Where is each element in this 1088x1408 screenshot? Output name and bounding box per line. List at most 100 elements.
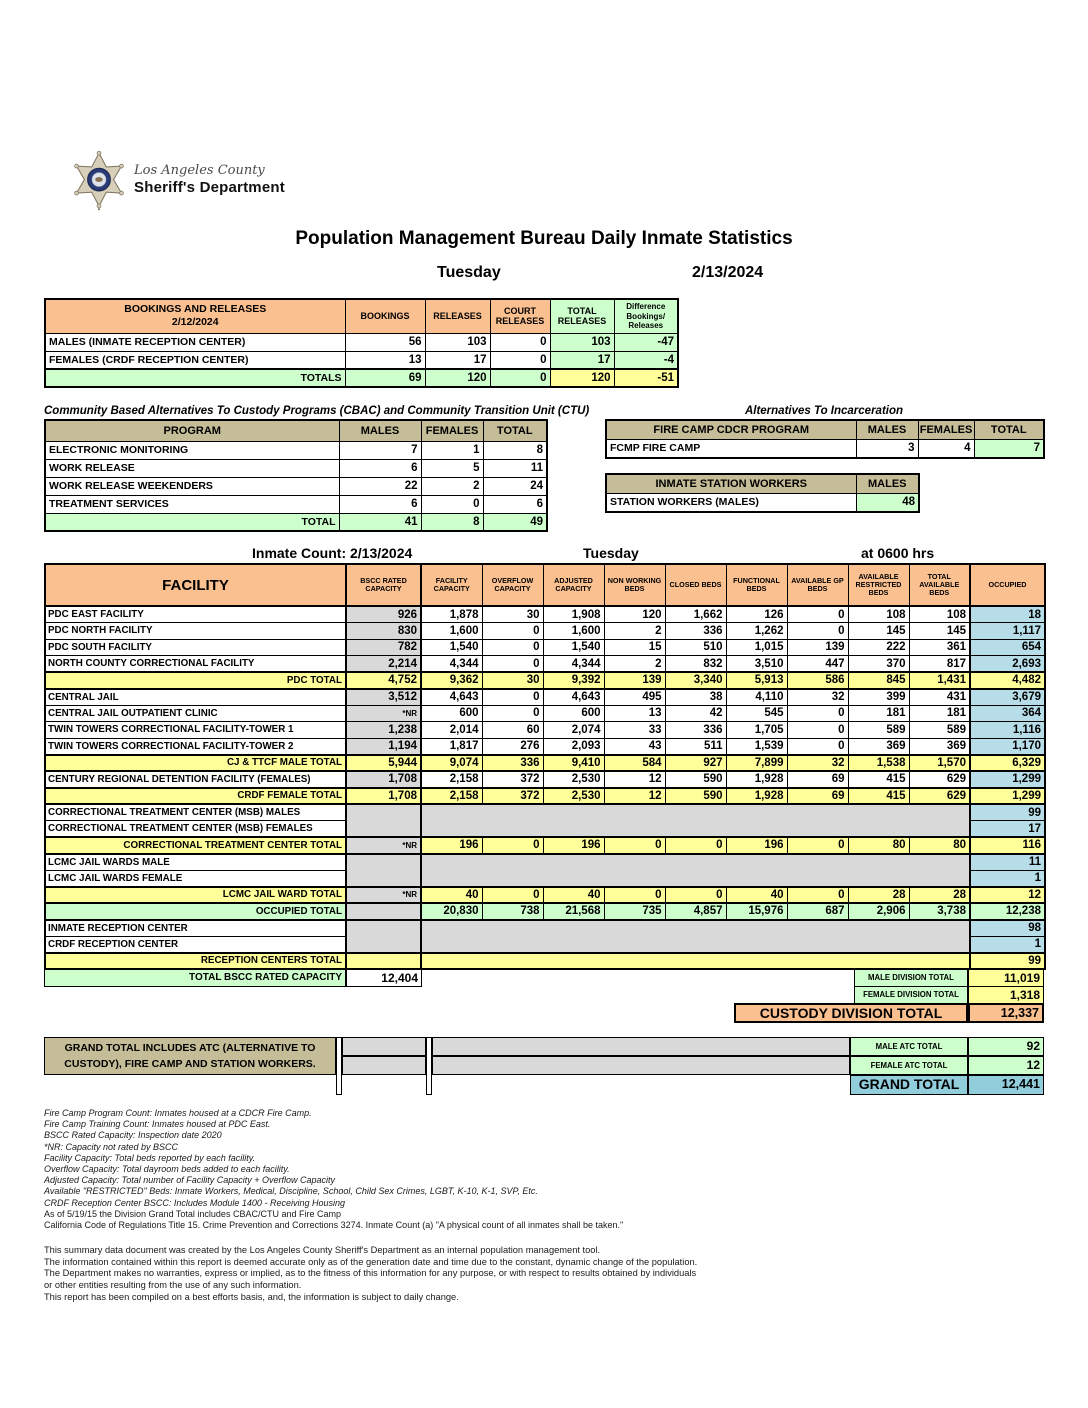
bed-value: 32 bbox=[786, 753, 849, 772]
bed-value: 511 bbox=[664, 737, 727, 755]
grand-total-note-line1: GRAND TOTAL INCLUDES ATC (ALTERNATIVE TO bbox=[64, 1042, 316, 1054]
bookings-releases-table: BOOKINGS AND RELEASES 2/12/2024 BOOKINGS… bbox=[44, 298, 679, 388]
col-bookings: BOOKINGS bbox=[344, 298, 426, 334]
occupied-count: 99 bbox=[969, 951, 1046, 970]
facility-row: CORRECTIONAL TREATMENT CENTER TOTAL *NR 19… bbox=[44, 836, 1046, 855]
bed-value: 0 bbox=[481, 655, 544, 673]
bscc-capacity bbox=[345, 919, 422, 953]
releases-value: 103 bbox=[424, 332, 491, 352]
disclaimer-line: or other entities resulting from the use… bbox=[44, 1280, 302, 1291]
station-workers-header: INMATE STATION WORKERS bbox=[605, 473, 857, 494]
footnote-line: California Code of Regulations Title 15.… bbox=[44, 1220, 624, 1231]
col-available-gp-beds: AVAILABLE GP BEDS bbox=[786, 563, 849, 607]
merged-empty-cell bbox=[420, 803, 971, 838]
bookings-header-row: BOOKINGS AND RELEASES 2/12/2024 BOOKINGS… bbox=[44, 298, 679, 334]
males-value: 6 bbox=[338, 458, 422, 478]
bed-value: 4,110 bbox=[725, 688, 788, 706]
cbac-total-row: TOTAL 41 8 49 bbox=[44, 512, 548, 532]
grand-total-label: GRAND TOTAL bbox=[850, 1075, 968, 1095]
bed-value: 0 bbox=[786, 704, 849, 722]
bookings-total: 69 bbox=[344, 368, 426, 388]
cbac-block: Community Based Alternatives To Custody … bbox=[44, 405, 589, 532]
bscc-capacity bbox=[345, 902, 422, 921]
bed-value: 735 bbox=[603, 902, 666, 921]
bed-value: 15,976 bbox=[725, 902, 788, 921]
males-value: 22 bbox=[338, 476, 422, 496]
station-workers-value: 48 bbox=[855, 492, 920, 513]
occupied-count: 18 bbox=[969, 605, 1046, 623]
bscc-capacity: 1,708 bbox=[345, 786, 422, 805]
occupied-count: 116 bbox=[969, 836, 1046, 855]
bed-value: 20,830 bbox=[420, 902, 483, 921]
footnote-line: As of 5/19/15 the Division Grand Total i… bbox=[44, 1208, 341, 1219]
bed-value: 1,600 bbox=[420, 622, 483, 640]
program-label: TREATMENT SERVICES bbox=[44, 494, 340, 514]
bed-value: 600 bbox=[420, 704, 483, 722]
bed-value: 927 bbox=[664, 753, 727, 772]
bscc-capacity: 1,194 bbox=[345, 737, 422, 755]
females-value: 2 bbox=[420, 476, 484, 496]
facility-name: CORRECTIONAL TREATMENT CENTER (MSB) MALE… bbox=[44, 803, 347, 821]
bed-value: 9,362 bbox=[420, 671, 483, 690]
page-title: Population Management Bureau Daily Inmat… bbox=[295, 228, 793, 249]
agency-logo: Los Angeles County Sheriff's Department bbox=[72, 148, 1044, 216]
bed-value: 30 bbox=[481, 605, 544, 623]
bed-value: 590 bbox=[664, 770, 727, 788]
col-releases: RELEASES bbox=[424, 298, 491, 334]
bed-value: 0 bbox=[786, 836, 849, 855]
grand-total-note-line2: CUSTODY), FIRE CAMP AND STATION WORKERS. bbox=[64, 1057, 316, 1070]
report-day: Tuesday bbox=[437, 264, 501, 281]
bed-value: 1,538 bbox=[847, 753, 910, 772]
difference-value: -4 bbox=[613, 350, 679, 370]
col-females: FEMALES bbox=[420, 419, 484, 442]
total-value: 8 bbox=[482, 440, 548, 460]
bed-value: 1,015 bbox=[725, 638, 788, 656]
report-date: 2/13/2024 bbox=[692, 264, 764, 281]
disclaimer-line: The information contained within this re… bbox=[44, 1256, 698, 1267]
col-males: MALES bbox=[855, 473, 920, 494]
station-workers-table: INMATE STATION WORKERS MALES STATION WOR… bbox=[605, 473, 920, 513]
bed-value: 28 bbox=[908, 885, 971, 904]
disclaimer-line: This summary data document was created b… bbox=[44, 1245, 601, 1256]
custody-division-label: CUSTODY DIVISION TOTAL bbox=[734, 1003, 968, 1023]
bed-value: 845 bbox=[847, 671, 910, 690]
bed-value: 126 bbox=[725, 605, 788, 623]
bed-value: 0 bbox=[481, 688, 544, 706]
bscc-capacity: 1,238 bbox=[345, 721, 422, 739]
footnote-line: Overflow Capacity: Total dayroom beds ad… bbox=[44, 1164, 290, 1175]
total-releases-value: 103 bbox=[549, 332, 615, 352]
bed-value: 336 bbox=[664, 721, 727, 739]
facility-name: CENTURY REGIONAL DETENTION FACILITY (FEM… bbox=[44, 770, 347, 788]
bed-value: 589 bbox=[908, 721, 971, 739]
total-label: TOTAL bbox=[44, 512, 340, 532]
row-label: MALES (INMATE RECEPTION CENTER) bbox=[44, 332, 346, 352]
bed-value: 447 bbox=[786, 655, 849, 673]
female-division-row: FEMALE DIVISION TOTAL 1,318 bbox=[44, 986, 1044, 1004]
empty-cell bbox=[342, 1037, 426, 1056]
cbac-header-row: PROGRAM MALES FEMALES TOTAL bbox=[44, 419, 548, 442]
bed-value: 12 bbox=[603, 786, 666, 805]
bed-value: 80 bbox=[908, 836, 971, 855]
bscc-capacity: *NR bbox=[345, 836, 422, 855]
bed-value: 399 bbox=[847, 688, 910, 706]
total-label: LCMC JAIL WARD TOTAL bbox=[44, 885, 347, 904]
bookings-title-cell: BOOKINGS AND RELEASES 2/12/2024 bbox=[44, 298, 346, 334]
facility-name: LCMC JAIL WARDS MALE bbox=[44, 853, 347, 871]
bscc-capacity: 830 bbox=[345, 622, 422, 640]
row-label: FEMALES (CRDF RECEPTION CENTER) bbox=[44, 350, 346, 370]
bed-value: 196 bbox=[542, 836, 605, 855]
custody-division-value: 12,337 bbox=[968, 1003, 1044, 1023]
inmate-count-line: Inmate Count: 2/13/2024 Tuesday at 0600 … bbox=[44, 545, 1044, 563]
bed-value: 7,899 bbox=[725, 753, 788, 772]
bed-value: 1,908 bbox=[542, 605, 605, 623]
total-value: 6 bbox=[482, 494, 548, 514]
totals-label: TOTALS bbox=[44, 368, 346, 388]
footnote-line: BSCC Rated Capacity: Inspection date 202… bbox=[44, 1130, 222, 1141]
sheriff-star-icon bbox=[74, 150, 124, 211]
bed-value: 4,643 bbox=[420, 688, 483, 706]
bed-value: 0 bbox=[481, 638, 544, 656]
facility-name: CENTRAL JAIL bbox=[44, 688, 347, 706]
male-division-label: MALE DIVISION TOTAL bbox=[854, 969, 968, 987]
bed-value: 1,817 bbox=[420, 737, 483, 755]
col-total: TOTAL bbox=[973, 419, 1045, 440]
